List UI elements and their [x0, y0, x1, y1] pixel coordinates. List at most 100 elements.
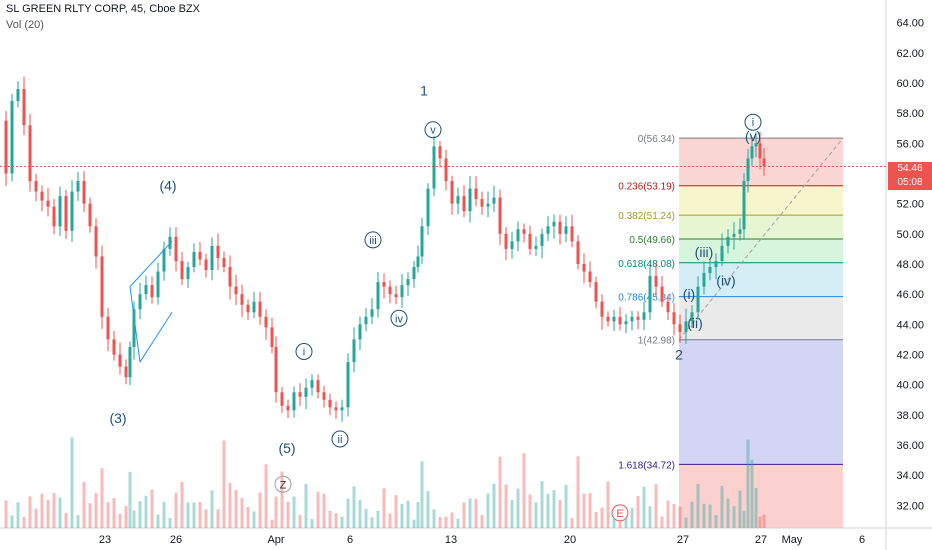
candle-body	[474, 188, 478, 200]
candle-body	[204, 259, 208, 271]
volume-bar	[444, 516, 448, 528]
candle-body	[174, 236, 178, 261]
volume-bar	[174, 492, 178, 528]
candle-body	[280, 392, 284, 406]
fib-level-label: 1(42.98)	[638, 336, 675, 347]
candle-body	[708, 267, 712, 274]
candle-body	[346, 362, 350, 408]
candle-body	[94, 226, 98, 257]
volume-bar	[192, 502, 196, 528]
x-tick-label: 26	[170, 534, 182, 546]
candle-body	[486, 203, 490, 207]
candle-body	[576, 241, 580, 264]
volume-bar	[456, 518, 460, 528]
volume-bar	[672, 503, 676, 528]
volume-bar	[474, 498, 478, 528]
y-tick-label: 56.00	[896, 138, 924, 150]
y-tick-label: 60.00	[896, 78, 924, 90]
wave-marker-circle	[364, 231, 382, 249]
volume-bar	[210, 490, 214, 528]
candle-body	[678, 324, 682, 332]
candle-body	[70, 191, 74, 231]
volume-bar	[726, 498, 730, 528]
volume-indicator-label[interactable]: Vol (20)	[6, 19, 44, 31]
volume-bar	[52, 493, 56, 528]
wave-label: (5)	[278, 440, 295, 456]
candle-body	[480, 199, 484, 207]
volume-bar	[400, 503, 404, 528]
volume-bar	[630, 507, 634, 528]
candle-body	[216, 245, 220, 258]
candle-body	[450, 181, 454, 204]
y-tick-label: 40.00	[896, 380, 924, 392]
fib-level-label: 0.5(49.66)	[629, 235, 675, 246]
volume-bar	[240, 497, 244, 528]
candle-body	[10, 101, 14, 174]
volume-bar	[666, 500, 670, 528]
volume-bar	[696, 483, 700, 528]
volume-bar	[702, 503, 706, 528]
volume-bar	[100, 468, 104, 528]
fib-zone	[679, 238, 843, 263]
fib-level-label: 1.618(34.72)	[618, 460, 675, 471]
x-tick-label: 6	[347, 534, 353, 546]
fib-level-label: 0.786(45.84)	[618, 293, 675, 304]
wave-marker-circle	[331, 430, 349, 448]
volume-bar	[462, 502, 466, 528]
candle-body	[22, 89, 26, 126]
volume-bar	[758, 516, 762, 528]
channel-line	[139, 312, 173, 363]
candle-body	[684, 321, 688, 332]
volume-bar	[750, 459, 754, 528]
fib-zone	[679, 185, 843, 216]
candle-body	[180, 260, 184, 280]
candle-body	[16, 89, 20, 102]
volume-bar	[654, 484, 658, 528]
wave-marker-circle	[611, 504, 629, 522]
volume-bar	[298, 514, 302, 528]
candle-body	[654, 276, 658, 287]
volume-bar	[376, 510, 380, 528]
candle-body	[758, 143, 762, 159]
candle-body	[100, 256, 104, 317]
candle-body	[432, 146, 436, 189]
volume-bar	[16, 502, 20, 528]
volume-bar	[168, 518, 172, 528]
candle-body	[406, 279, 410, 286]
candle-body	[286, 405, 290, 411]
candle-body	[426, 188, 430, 227]
candle-body	[162, 248, 166, 272]
candle-body	[738, 229, 742, 234]
candle-body	[118, 354, 122, 367]
wave-label: Z	[280, 479, 287, 491]
volume-bar	[138, 501, 142, 528]
candle-body	[352, 339, 356, 363]
volume-bar	[606, 481, 610, 528]
wave-label: 2	[675, 347, 683, 363]
volume-bar	[546, 493, 550, 528]
fib-level-label: 0.236(53.19)	[618, 182, 675, 193]
volume-bar	[406, 500, 410, 528]
y-tick-label: 38.00	[896, 410, 924, 422]
y-tick-label: 52.00	[896, 199, 924, 211]
volume-bar	[504, 484, 508, 528]
candle-body	[504, 233, 508, 249]
volume-bar	[516, 488, 520, 528]
volume-bar	[352, 486, 356, 528]
y-tick-label: 42.00	[896, 350, 924, 362]
volume-bar	[576, 456, 580, 528]
wave-label: i	[303, 346, 305, 358]
volume-bar	[106, 502, 110, 528]
candle-body	[234, 286, 238, 295]
fib-level-label: 0.382(51.24)	[618, 211, 675, 222]
volume-bar	[746, 439, 750, 528]
candle-body	[468, 188, 472, 212]
candle-body	[34, 181, 38, 192]
volume-bar	[364, 508, 368, 528]
volume-bar	[432, 509, 436, 528]
candle-body	[558, 221, 562, 234]
candle-body	[240, 294, 244, 305]
y-tick-label: 46.00	[896, 289, 924, 301]
volume-bar	[304, 484, 308, 528]
